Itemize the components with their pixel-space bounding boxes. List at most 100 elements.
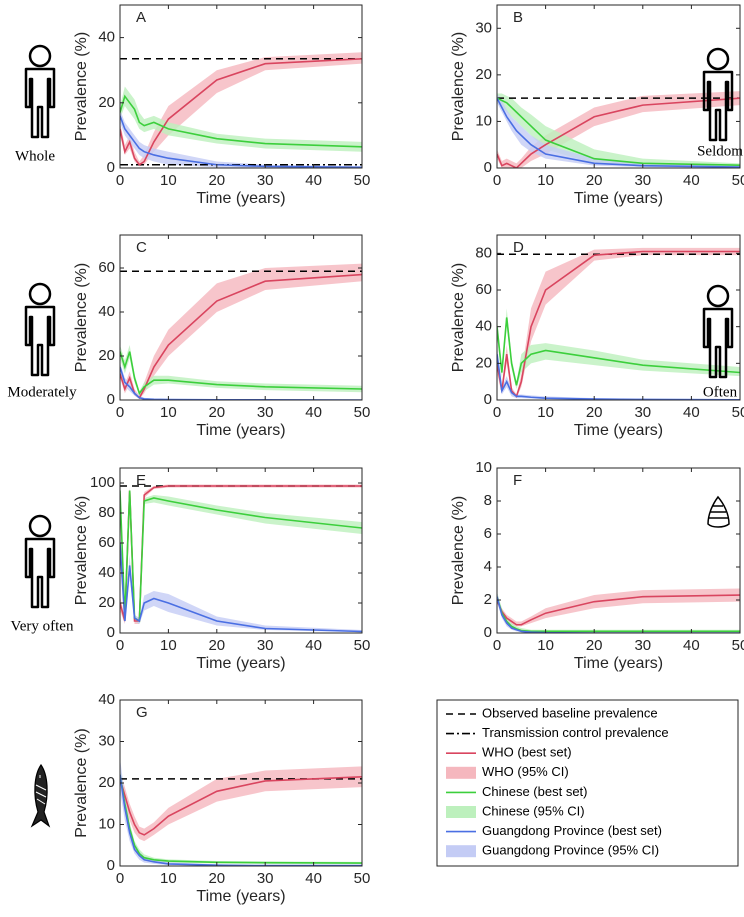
y-tick-label: 0 bbox=[107, 857, 115, 874]
y-tick-label: 0 bbox=[107, 159, 115, 176]
plot-area bbox=[120, 263, 362, 400]
caption: Moderately bbox=[7, 384, 77, 400]
x-tick-label: 20 bbox=[586, 404, 603, 421]
x-tick-label: 40 bbox=[683, 172, 700, 189]
x-axis-label: Time (years) bbox=[574, 190, 663, 207]
panel-label: F bbox=[513, 472, 522, 489]
series-line bbox=[497, 594, 740, 626]
x-tick-label: 20 bbox=[208, 870, 225, 887]
y-axis-label: Prevalence (%) bbox=[73, 32, 90, 141]
ci-band bbox=[497, 93, 740, 168]
ci-band bbox=[497, 591, 740, 633]
y-tick-label: 80 bbox=[98, 504, 115, 521]
x-tick-label: 0 bbox=[493, 637, 501, 654]
axes-box bbox=[119, 4, 363, 169]
legend-label: Observed baseline prevalence bbox=[482, 705, 658, 720]
x-tick-label: 20 bbox=[208, 172, 225, 189]
panel-label: D bbox=[513, 239, 524, 256]
y-tick-label: 100 bbox=[90, 474, 115, 491]
x-tick-label: 40 bbox=[305, 637, 322, 654]
y-axis-label: Prevalence (%) bbox=[450, 32, 467, 141]
y-axis-label: Prevalence (%) bbox=[450, 496, 467, 605]
axes-box bbox=[496, 4, 741, 169]
legend-swatch bbox=[446, 806, 476, 818]
y-tick-label: 40 bbox=[475, 318, 492, 335]
panel-label: G bbox=[136, 704, 148, 721]
ci-band bbox=[497, 247, 740, 399]
y-axis-label: Prevalence (%) bbox=[73, 263, 90, 372]
ci-band bbox=[120, 345, 362, 396]
y-tick-label: 40 bbox=[98, 303, 115, 320]
person-icon-head bbox=[28, 282, 52, 306]
y-tick-label: 20 bbox=[475, 66, 492, 83]
series-line bbox=[120, 57, 362, 166]
x-axis-label: Time (years) bbox=[196, 655, 285, 672]
x-tick-label: 0 bbox=[116, 172, 124, 189]
y-axis-label: Prevalence (%) bbox=[73, 496, 90, 605]
x-tick-label: 20 bbox=[208, 637, 225, 654]
x-tick-label: 10 bbox=[537, 172, 554, 189]
x-tick-label: 10 bbox=[537, 404, 554, 421]
legend-label: Chinese (best set) bbox=[482, 784, 588, 799]
x-tick-label: 40 bbox=[305, 172, 322, 189]
series-line bbox=[497, 317, 740, 386]
y-tick-label: 0 bbox=[107, 391, 115, 408]
x-tick-label: 30 bbox=[634, 172, 651, 189]
legend-label: WHO (95% CI) bbox=[482, 764, 569, 779]
y-tick-label: 10 bbox=[98, 815, 115, 832]
x-tick-label: 20 bbox=[208, 404, 225, 421]
y-tick-label: 8 bbox=[484, 492, 492, 509]
x-tick-label: 50 bbox=[732, 172, 744, 189]
legend-label: Guangdong Province (95% CI) bbox=[482, 843, 659, 858]
plot-area bbox=[497, 588, 740, 633]
plot-area bbox=[120, 52, 362, 168]
y-tick-label: 0 bbox=[107, 624, 115, 641]
x-tick-label: 10 bbox=[160, 404, 177, 421]
x-axis-label: Time (years) bbox=[196, 422, 285, 439]
legend-swatch bbox=[446, 845, 476, 858]
x-tick-label: 50 bbox=[732, 637, 744, 654]
series-line bbox=[120, 490, 362, 623]
legend-label: WHO (best set) bbox=[482, 745, 572, 760]
y-tick-label: 2 bbox=[484, 591, 492, 608]
series-line bbox=[497, 97, 740, 168]
x-tick-label: 30 bbox=[257, 172, 274, 189]
ci-band bbox=[120, 86, 362, 152]
caption: Seldom bbox=[697, 143, 743, 159]
x-tick-label: 40 bbox=[305, 404, 322, 421]
panel-label: A bbox=[136, 9, 146, 26]
ci-band bbox=[497, 308, 740, 389]
x-tick-label: 10 bbox=[160, 870, 177, 887]
legend-label: Chinese (95% CI) bbox=[482, 803, 585, 818]
series-line bbox=[497, 97, 740, 167]
series-line bbox=[120, 775, 362, 836]
person-icon-body bbox=[702, 70, 734, 142]
y-tick-label: 40 bbox=[98, 691, 115, 708]
legend-label: Transmission control prevalence bbox=[482, 725, 669, 740]
x-tick-label: 10 bbox=[160, 172, 177, 189]
x-tick-label: 30 bbox=[634, 404, 651, 421]
y-tick-label: 20 bbox=[98, 774, 115, 791]
y-tick-label: 0 bbox=[484, 624, 492, 641]
y-tick-label: 20 bbox=[98, 347, 115, 364]
plot-area bbox=[120, 758, 362, 866]
legend-swatch bbox=[446, 766, 476, 779]
y-tick-label: 30 bbox=[98, 732, 115, 749]
x-tick-label: 0 bbox=[116, 870, 124, 887]
series-line bbox=[120, 273, 362, 400]
plot-area bbox=[120, 484, 362, 633]
y-axis-label: Prevalence (%) bbox=[450, 263, 467, 372]
x-axis-label: Time (years) bbox=[574, 422, 663, 439]
series-line bbox=[120, 542, 362, 633]
legend-box bbox=[436, 699, 739, 867]
person-icon-body bbox=[24, 537, 56, 609]
y-tick-label: 10 bbox=[475, 459, 492, 476]
caption: Whole bbox=[15, 148, 55, 164]
series-line bbox=[497, 250, 740, 398]
y-tick-label: 20 bbox=[98, 94, 115, 111]
x-tick-label: 50 bbox=[354, 637, 371, 654]
series-line bbox=[497, 97, 740, 168]
x-tick-label: 50 bbox=[354, 172, 371, 189]
fish-icon-pattern bbox=[35, 775, 47, 805]
x-axis-label: Time (years) bbox=[196, 190, 285, 207]
